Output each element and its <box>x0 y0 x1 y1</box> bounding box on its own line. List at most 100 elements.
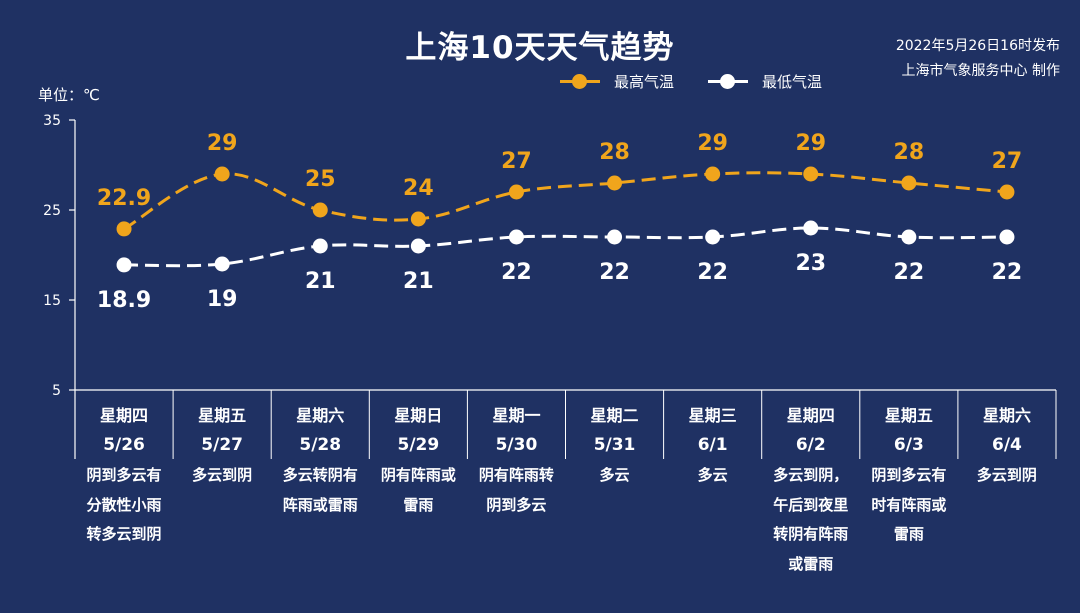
x-label-date-7: 6/2 <box>796 435 826 455</box>
point-low-2 <box>312 238 328 254</box>
x-label-weekday-0: 星期四 <box>100 406 148 425</box>
weather-desc-line: 阴到多云 <box>486 495 547 514</box>
weather-desc-6: 多云 <box>665 461 760 491</box>
legend-item-high: 最高气温 <box>560 71 674 92</box>
chart-title: 上海10天天气趋势 <box>405 30 675 66</box>
data-label-low-5: 22 <box>599 260 630 285</box>
legend-low-swatch <box>708 73 749 89</box>
x-label-date-5: 5/31 <box>594 435 636 455</box>
data-label-low-3: 21 <box>403 269 434 294</box>
point-high-4 <box>508 184 524 200</box>
weather-desc-7: 多云到阴， 午后到夜里转阴有阵雨或雷雨 <box>763 461 858 579</box>
weather-desc-line: 转多云到阴 <box>86 525 162 543</box>
x-label-weekday-2: 星期六 <box>296 406 344 425</box>
publisher-info: 2022年5月26日16时发布 上海市气象服务中心 制作 <box>896 34 1060 84</box>
y-tick-label-35: 35 <box>43 113 61 129</box>
weather-desc-8: 阴到多云有时有阵雨或雷雨 <box>861 461 956 550</box>
data-label-high-9: 27 <box>992 149 1023 174</box>
data-label-high-3: 24 <box>403 176 434 201</box>
weather-desc-line: 午后到夜里 <box>773 495 849 514</box>
weather-desc-5: 多云 <box>567 461 662 491</box>
x-label-date-8: 6/3 <box>894 435 924 455</box>
data-label-low-6: 22 <box>697 260 728 285</box>
y-tick-label-15: 15 <box>43 293 61 309</box>
data-label-high-2: 25 <box>305 167 336 192</box>
weather-desc-line: 阴到多云有 <box>871 466 947 484</box>
weather-desc-line: 多云 <box>697 466 728 484</box>
point-low-8 <box>901 229 917 245</box>
weather-desc-line: 或雷雨 <box>788 554 834 573</box>
weather-desc-4: 阴有阵雨转 阴到多云 <box>469 461 564 520</box>
data-label-low-0: 18.9 <box>97 288 151 313</box>
x-label-weekday-8: 星期五 <box>885 406 933 425</box>
series-line-low <box>124 226 1007 268</box>
weather-desc-3: 阴有阵雨或 雷雨 <box>371 461 466 520</box>
x-label-date-2: 5/28 <box>299 435 341 455</box>
point-high-0 <box>116 221 132 237</box>
data-label-high-5: 28 <box>599 140 630 165</box>
point-low-9 <box>999 229 1015 245</box>
weather-desc-line: 阴有阵雨或 <box>380 466 456 484</box>
point-high-9 <box>999 184 1015 200</box>
data-label-low-8: 22 <box>894 260 925 285</box>
point-high-2 <box>312 202 328 218</box>
weather-desc-line: 阵雨或雷雨 <box>282 495 358 514</box>
point-low-3 <box>410 238 426 254</box>
point-low-7 <box>803 220 819 236</box>
publisher-name: 上海市气象服务中心 制作 <box>901 63 1060 79</box>
weather-desc-line: 雷雨 <box>403 495 434 514</box>
point-low-5 <box>607 229 623 245</box>
weather-desc-line: 多云转阴有 <box>282 466 358 484</box>
point-low-4 <box>508 229 524 245</box>
legend-low-label: 最低气温 <box>762 72 823 91</box>
x-label-date-0: 5/26 <box>103 435 145 455</box>
weather-desc-0: 阴到多云有分散性小雨转多云到阴 <box>77 461 172 550</box>
weather-desc-9: 多云到阴 <box>959 461 1054 491</box>
data-label-low-7: 23 <box>795 251 826 276</box>
x-label-weekday-4: 星期一 <box>492 406 540 425</box>
point-high-8 <box>901 175 917 191</box>
x-label-date-3: 5/29 <box>397 435 439 455</box>
legend-high-swatch <box>560 73 600 89</box>
x-label-weekday-5: 星期二 <box>591 406 639 425</box>
y-tick-label-25: 25 <box>43 203 61 219</box>
weather-desc-line: 雷雨 <box>893 525 924 543</box>
series-line-high <box>123 171 1008 231</box>
x-label-date-9: 6/4 <box>992 435 1022 455</box>
point-high-1 <box>214 166 230 182</box>
x-label-weekday-3: 星期日 <box>394 406 442 425</box>
x-label-date-6: 6/1 <box>698 435 728 455</box>
x-label-date-1: 5/27 <box>201 435 243 455</box>
data-label-low-2: 21 <box>305 269 336 294</box>
data-label-low-9: 22 <box>992 260 1023 285</box>
data-label-high-8: 28 <box>894 140 925 165</box>
x-label-weekday-6: 星期三 <box>689 406 737 425</box>
weather-desc-line: 时有阵雨或 <box>871 495 947 514</box>
weather-desc-2: 多云转阴有阵雨或雷雨 <box>273 461 368 520</box>
data-label-low-1: 19 <box>207 287 238 312</box>
data-label-high-1: 29 <box>207 131 238 156</box>
data-label-high-6: 29 <box>697 131 728 156</box>
point-high-6 <box>705 166 721 182</box>
x-label-weekday-7: 星期四 <box>787 406 835 425</box>
weather-desc-line: 阴有阵雨转 <box>478 466 554 484</box>
x-label-weekday-9: 星期六 <box>983 406 1031 425</box>
point-high-7 <box>803 166 819 182</box>
y-axis-unit: 单位：℃ <box>38 86 100 104</box>
data-label-high-0: 22.9 <box>97 186 151 211</box>
weather-desc-line: 分散性小雨 <box>86 495 162 514</box>
weather-desc-line: 阴到多云有 <box>86 466 162 484</box>
x-label-date-4: 5/30 <box>496 435 538 455</box>
chart-legend: 最高气温 最低气温 <box>560 70 856 92</box>
point-low-6 <box>705 229 721 245</box>
point-low-0 <box>116 257 132 273</box>
data-label-high-4: 27 <box>501 149 532 174</box>
point-high-5 <box>607 175 623 191</box>
weather-desc-line: 多云到阴， <box>773 466 849 484</box>
point-high-3 <box>410 211 426 227</box>
data-label-high-7: 29 <box>795 131 826 156</box>
weather-desc-line: 转阴有阵雨 <box>773 525 849 543</box>
weather-desc-line: 多云到阴 <box>192 466 253 484</box>
y-tick-label-5: 5 <box>52 383 61 399</box>
